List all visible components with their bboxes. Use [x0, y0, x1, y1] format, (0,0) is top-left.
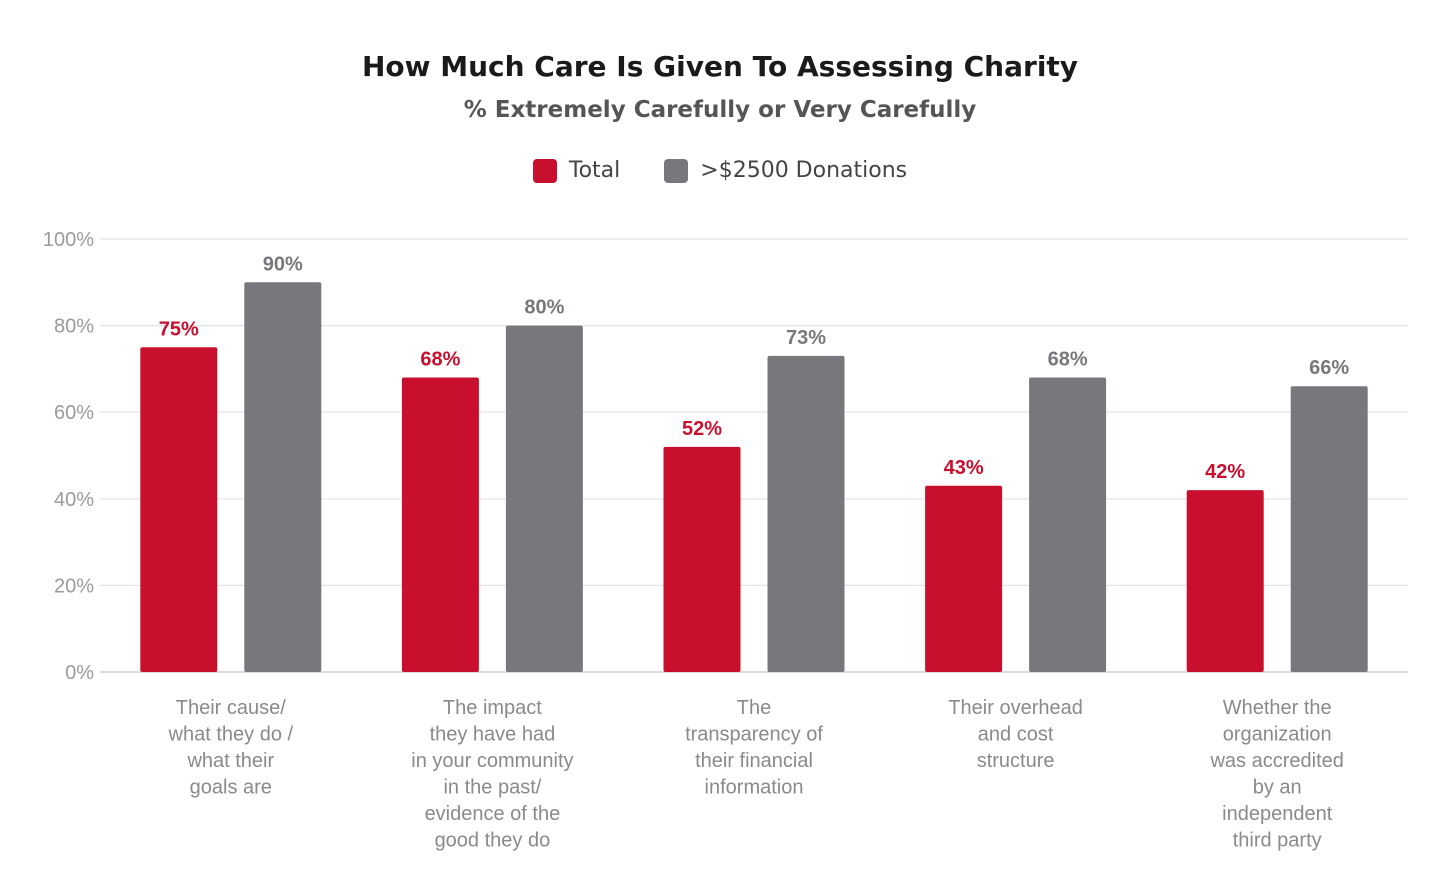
data-label-total: 42%	[1205, 461, 1245, 483]
y-tick-label: 100%	[43, 229, 94, 251]
data-label-large-donations: 68%	[1048, 349, 1088, 371]
category-label-line: Their cause/	[176, 697, 286, 719]
category-label-line: structure	[977, 750, 1055, 772]
bar-total	[140, 347, 218, 672]
y-tick-label: 80%	[54, 316, 94, 338]
data-label-large-donations: 73%	[786, 327, 826, 349]
category-label-line: goals are	[190, 777, 272, 799]
data-label-total: 52%	[682, 418, 722, 440]
category-label-line: was accredited	[1209, 750, 1343, 772]
category-label-line: good they do	[435, 830, 551, 852]
legend-item-total[interactable]: Total	[532, 158, 621, 183]
category-label-line: their financial	[695, 750, 813, 772]
legend-item-large-donations[interactable]: >$2500 Donations	[664, 158, 907, 183]
category-label-line: by an	[1253, 777, 1302, 799]
category-label-line: organization	[1223, 724, 1332, 746]
bar-large-donations	[1029, 377, 1107, 672]
category-label-line: information	[705, 777, 804, 799]
data-label-large-donations: 90%	[263, 253, 303, 275]
bar-total	[401, 377, 479, 672]
category-label-line: Whether the	[1223, 697, 1332, 719]
category-label: Whether the organization was accredited by …	[1209, 697, 1343, 852]
category-label: The impact they have had in your community…	[411, 697, 573, 852]
legend-swatch-total	[532, 158, 557, 183]
category-label-line: third party	[1233, 830, 1322, 852]
y-tick-label: 20%	[54, 575, 94, 597]
bar-large-donations	[1290, 386, 1368, 672]
data-label-large-donations: 66%	[1309, 357, 1349, 379]
category-label-line: independent	[1222, 803, 1333, 825]
category-label-line: transparency of	[685, 724, 823, 746]
legend-label-large-donations: >$2500 Donations	[700, 158, 908, 183]
legend: Total >$2500 Donations	[0, 158, 1440, 183]
y-tick-label: 60%	[54, 402, 94, 424]
category-label-line: evidence of the	[425, 803, 561, 825]
bar-total	[1186, 490, 1264, 672]
category-label-line: they have had	[430, 724, 556, 746]
data-label-total: 43%	[944, 457, 984, 479]
category-label: Their overhead and cost structure	[948, 697, 1083, 772]
category-label: Their cause/what they do / what their goal…	[168, 697, 294, 799]
data-label-total: 75%	[159, 318, 199, 340]
legend-label-total: Total	[568, 158, 621, 183]
category-label-line: in the past/	[443, 777, 541, 799]
category-label-line: in your community	[411, 750, 573, 772]
category-label-line: and cost	[978, 724, 1054, 746]
bar-large-donations	[505, 325, 583, 672]
bar-large-donations	[244, 282, 322, 672]
category-label-line: The impact	[443, 697, 542, 719]
category-label-line: Their overhead	[948, 697, 1083, 719]
legend-swatch-large-donations	[664, 158, 689, 183]
chart-title: How Much Care Is Given To Assessing Char…	[361, 50, 1079, 83]
category-label: The transparency of their financial informa…	[685, 697, 823, 799]
bar-total	[925, 485, 1003, 672]
bar-total	[663, 446, 741, 672]
category-label-line: The	[737, 697, 771, 719]
y-tick-label: 40%	[54, 489, 94, 511]
category-label-line: what their	[186, 750, 274, 772]
chart-subtitle: % Extremely Carefully or Very Carefully	[463, 97, 977, 123]
data-label-large-donations: 80%	[524, 297, 564, 319]
data-label-total: 68%	[420, 349, 460, 371]
bar-large-donations	[767, 355, 845, 672]
category-label-line: what they do /	[168, 724, 294, 746]
y-tick-label: 0%	[65, 662, 94, 684]
